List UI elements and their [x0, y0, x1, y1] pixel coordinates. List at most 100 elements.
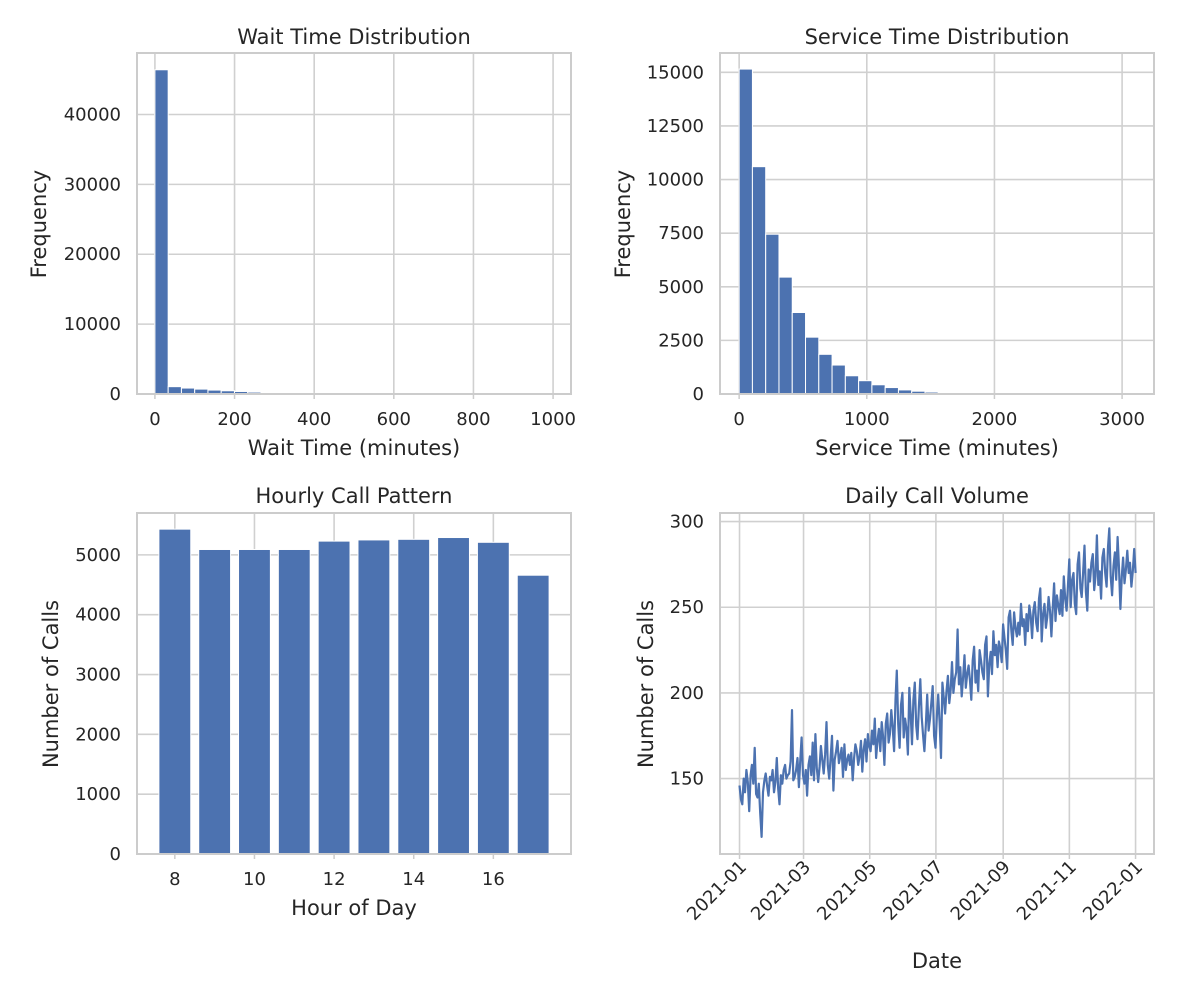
daily-volume-gridlines: [720, 513, 1154, 854]
daily-volume-y-ticks: 150 200 250 300: [670, 512, 704, 790]
histogram-bar: [791, 312, 807, 395]
y-tick-label: 15000: [647, 62, 704, 83]
hour-bar: [516, 574, 550, 855]
y-tick-label: 10000: [64, 314, 121, 335]
service-time-ylabel: Frequency: [611, 170, 635, 279]
histogram-bar: [154, 69, 169, 395]
hourly-pattern-bars: [158, 528, 550, 855]
x-tick-label: 0: [149, 409, 160, 430]
y-tick-label: 0: [110, 384, 121, 405]
service-time-axes-frame: [719, 52, 1155, 395]
hour-bar: [397, 538, 431, 855]
y-tick-label: 5000: [75, 545, 121, 566]
hour-bar: [437, 537, 470, 855]
x-tick-label: 600: [377, 409, 411, 430]
y-tick-label: 7500: [658, 223, 704, 244]
histogram-bar: [818, 353, 833, 395]
x-tick-label: 200: [217, 409, 251, 430]
histogram-bar: [844, 375, 860, 395]
histogram-bar: [765, 233, 780, 395]
service-time-y-ticks: 0 2500 5000 7500 10000 12500 15000: [647, 62, 704, 405]
daily-volume-axes-frame: [719, 512, 1155, 855]
histogram-bar: [871, 384, 886, 395]
hour-bar: [277, 548, 311, 855]
hourly-pattern-ylabel: Number of Calls: [39, 600, 63, 768]
wait-time-xlabel: Wait Time (minutes): [248, 436, 461, 460]
daily-volume-series: [738, 527, 1137, 839]
service-time-bars: [738, 68, 1138, 395]
y-tick-label: 200: [670, 683, 704, 704]
y-tick-label: 3000: [75, 665, 121, 686]
y-tick-label: 250: [670, 597, 704, 618]
y-tick-label: 12500: [647, 116, 704, 137]
histogram-bar: [805, 336, 820, 395]
x-tick-label: 10: [243, 869, 266, 890]
wait-time-bars: [154, 69, 554, 395]
hourly-pattern-panel: Hourly Call Pattern 8 10 12 14 16 0 1000 2000 3…: [39, 484, 572, 920]
y-tick-label: 40000: [64, 104, 121, 125]
x-tick-label: 8: [169, 869, 180, 890]
x-tick-label: 14: [402, 869, 425, 890]
x-tick-label: 12: [323, 869, 346, 890]
hourly-pattern-y-ticks: 0 1000 2000 3000 4000 5000: [75, 545, 121, 865]
x-tick-label: 2021-01: [683, 857, 751, 925]
x-tick-label: 2021-05: [813, 857, 881, 925]
daily-volume-line: [738, 527, 1137, 839]
y-tick-label: 4000: [75, 605, 121, 626]
daily-volume-ylabel: Number of Calls: [634, 600, 658, 768]
wait-time-x-ticks: 0 200 400 600 800 1000: [149, 394, 576, 430]
x-tick-label: 2022-01: [1079, 857, 1147, 925]
service-time-panel: Service Time Distribution 0 1000 2000 3000 …: [611, 25, 1155, 460]
hour-bar: [476, 541, 510, 855]
y-tick-label: 300: [670, 512, 704, 533]
y-tick-label: 10000: [647, 170, 704, 191]
y-tick-label: 20000: [64, 244, 121, 265]
hour-bar: [317, 540, 351, 855]
hourly-pattern-xlabel: Hour of Day: [291, 896, 417, 920]
hourly-pattern-title: Hourly Call Pattern: [256, 484, 453, 508]
x-tick-label: 16: [482, 869, 505, 890]
y-tick-label: 1000: [75, 784, 121, 805]
y-tick-label: 2000: [75, 724, 121, 745]
hour-bar: [238, 548, 271, 855]
hourly-pattern-axes-frame: [136, 512, 572, 855]
x-tick-label: 800: [456, 409, 490, 430]
x-tick-label: 2000: [972, 409, 1018, 430]
daily-volume-xlabel: Date: [912, 949, 962, 973]
x-tick-label: 1000: [530, 409, 576, 430]
x-tick-label: 2021-07: [879, 857, 947, 925]
x-tick-label: 400: [297, 409, 331, 430]
wait-time-panel: Wait Time Distribution 0 200 400 600 800 1000…: [27, 25, 576, 460]
x-tick-label: 0: [733, 409, 744, 430]
x-tick-label: 2021-03: [747, 857, 815, 925]
service-time-title: Service Time Distribution: [805, 25, 1070, 49]
daily-volume-panel: Daily Call Volume 2021-012021-032021-052…: [634, 484, 1155, 973]
hour-bar: [158, 528, 192, 855]
y-tick-label: 0: [693, 384, 704, 405]
y-tick-label: 2500: [658, 330, 704, 351]
histogram-bar: [167, 386, 182, 395]
histogram-bar: [858, 380, 873, 395]
x-tick-label: 2021-11: [1013, 857, 1081, 925]
x-tick-label: 2021-09: [947, 857, 1015, 925]
y-tick-label: 150: [670, 769, 704, 790]
histogram-bar: [751, 166, 767, 395]
y-tick-label: 0: [110, 844, 121, 865]
wait-time-y-ticks: 0 10000 20000 30000 40000: [64, 104, 121, 405]
wait-time-gridlines: [137, 53, 571, 395]
daily-volume-title: Daily Call Volume: [845, 484, 1029, 508]
service-time-x-ticks: 0 1000 2000 3000: [733, 394, 1145, 430]
x-tick-label: 1000: [844, 409, 890, 430]
histogram-bar: [778, 276, 793, 395]
x-tick-label: 3000: [1099, 409, 1145, 430]
y-tick-label: 5000: [658, 277, 704, 298]
wait-time-title: Wait Time Distribution: [237, 25, 471, 49]
hour-bar: [198, 548, 232, 855]
y-tick-label: 30000: [64, 174, 121, 195]
hourly-pattern-x-ticks: 8 10 12 14 16: [169, 854, 505, 890]
histogram-bar: [831, 364, 846, 395]
histogram-bar: [738, 68, 753, 395]
service-time-xlabel: Service Time (minutes): [815, 436, 1059, 460]
